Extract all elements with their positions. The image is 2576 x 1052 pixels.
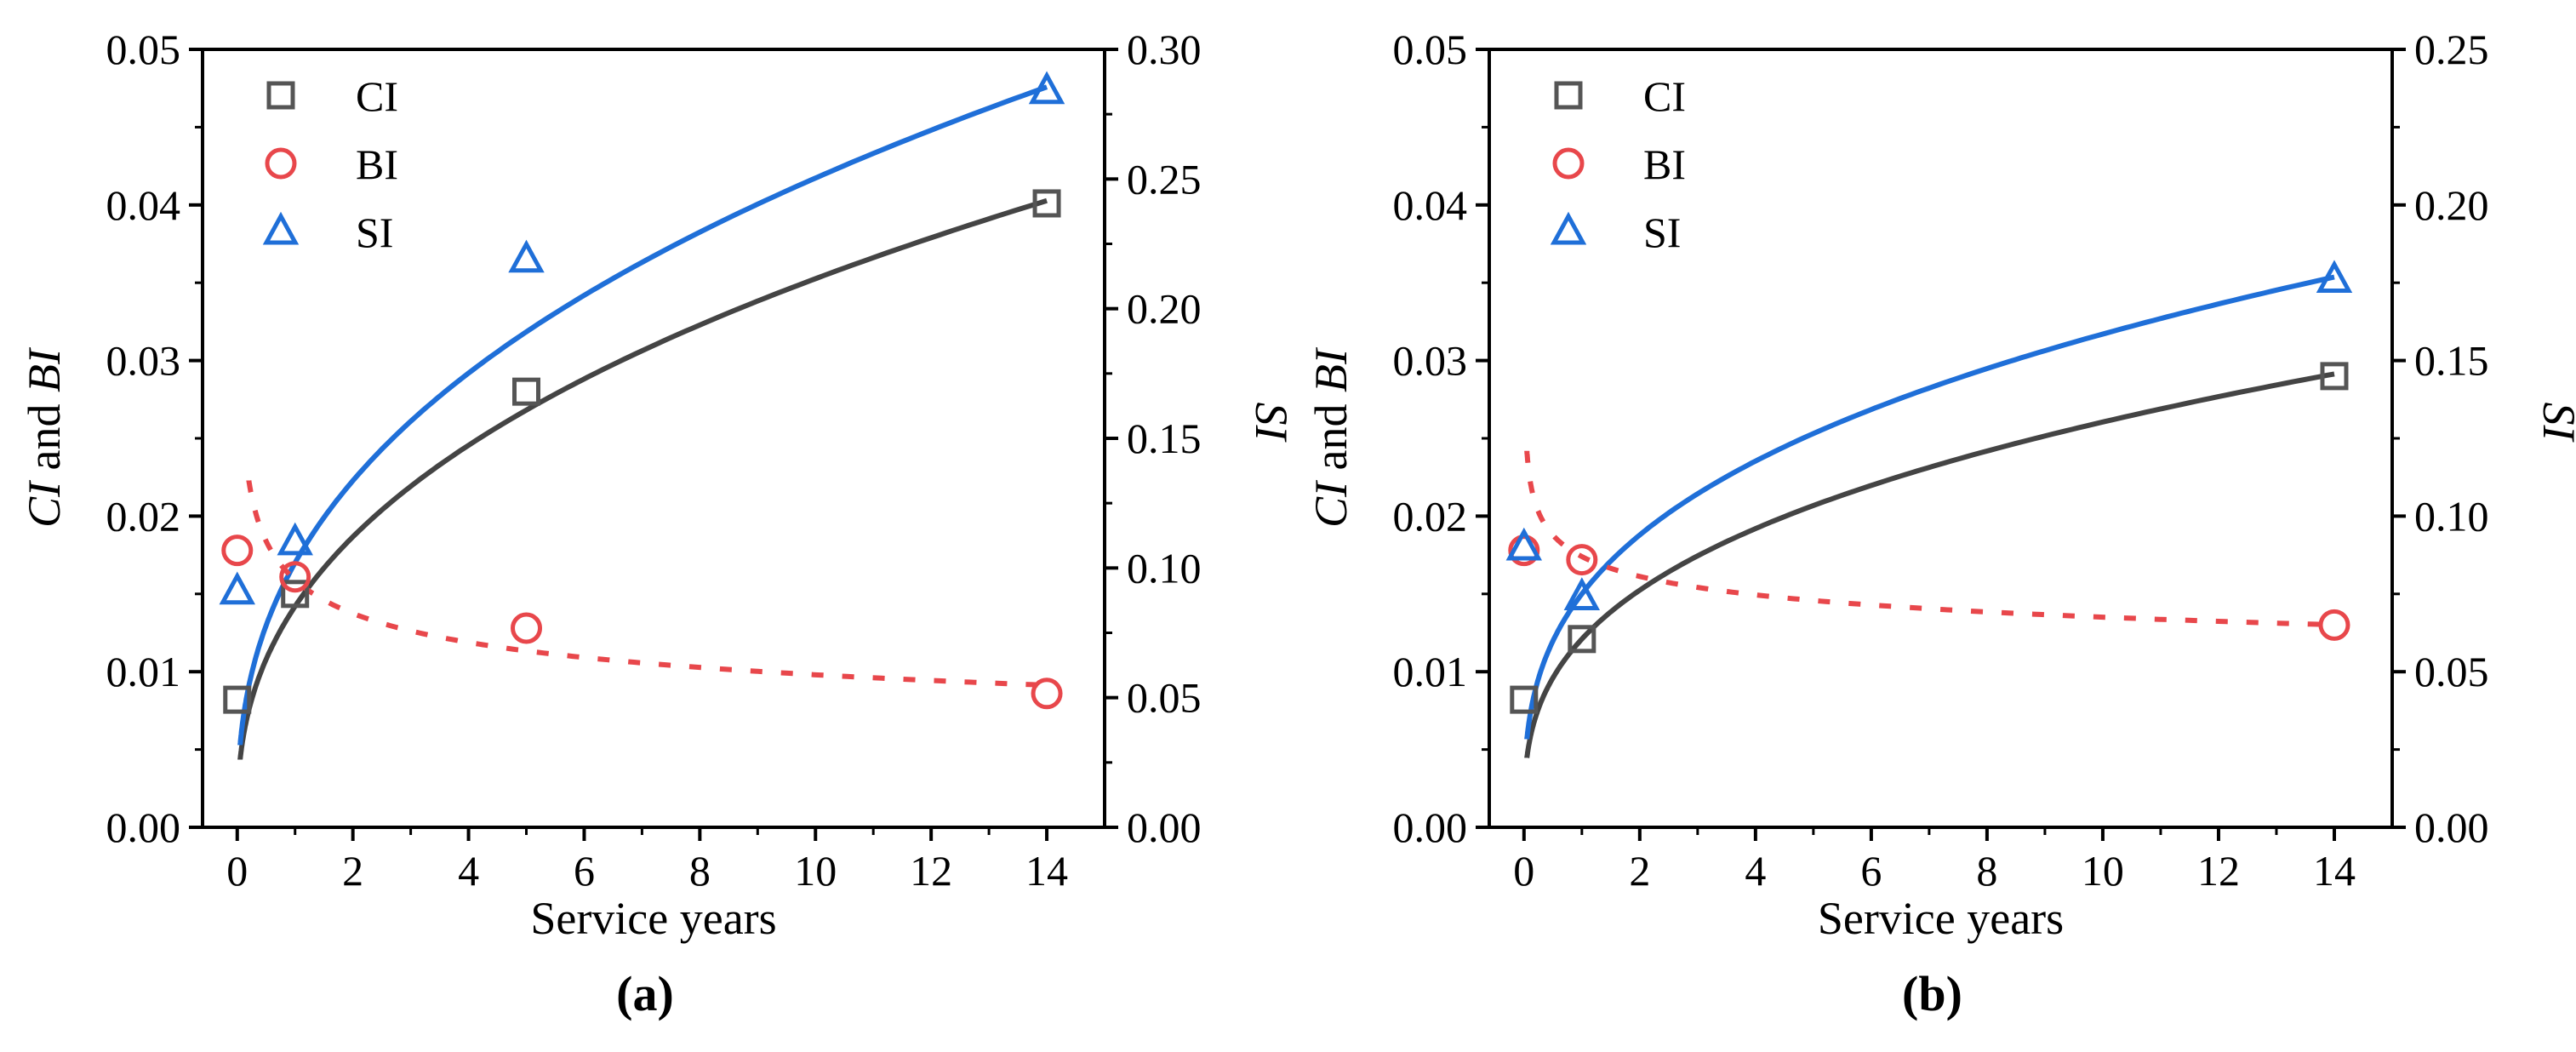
x-tick-label: 10 <box>2082 847 2124 895</box>
x-tick-label: 2 <box>1629 847 1650 895</box>
y-right-axis-title: SI <box>1246 403 1297 443</box>
y-right-tick-label: 0.20 <box>2414 181 2489 229</box>
legend-label-bi: BI <box>1643 140 1686 188</box>
legend-label-si: SI <box>356 209 393 256</box>
data-point-si <box>1563 577 1601 610</box>
y-left-tick-label: 0.00 <box>1393 803 1468 851</box>
y-left-title-ci: CI <box>19 479 70 528</box>
x-tick-label: 6 <box>574 847 595 895</box>
panel-label: (a) <box>616 966 674 1021</box>
x-tick-label: 10 <box>794 847 837 895</box>
data-point-si <box>1028 71 1065 105</box>
x-tick-label: 2 <box>342 847 363 895</box>
fit-curve-bi <box>1524 450 2335 628</box>
data-point-bi <box>1508 535 1540 567</box>
x-tick-label: 4 <box>458 847 479 895</box>
x-tick-label: 0 <box>226 847 248 895</box>
fit-curve-si <box>1524 274 2335 740</box>
y-left-title-and: and <box>1305 392 1357 482</box>
legend-marker-ci <box>1554 81 1583 110</box>
data-point-ci <box>1568 625 1596 654</box>
data-point-ci <box>281 580 310 609</box>
legend-marker-si <box>262 211 300 245</box>
legend-marker-ci <box>266 81 295 110</box>
y-left-title-ci: CI <box>1305 479 1357 528</box>
data-point-si <box>277 522 313 556</box>
fit-curve-bi <box>246 480 1048 688</box>
x-tick-label: 14 <box>1025 847 1068 895</box>
legend-label-si: SI <box>1643 209 1681 256</box>
panel-a: 0 2 4 6 8 10 12 14 0.00 0.01 0.02 0.03 0.04 0.05 0.00 0… <box>19 26 1297 1021</box>
data-point-ci <box>1510 685 1539 714</box>
y-right-tick-label: 0.10 <box>2414 492 2489 540</box>
plot-frame <box>1488 48 2394 829</box>
y-right-tick-label: 0.30 <box>1127 26 1202 73</box>
fit-curve-si <box>237 84 1048 746</box>
x-tick-label: 12 <box>910 847 952 895</box>
fit-curve-ci <box>237 197 1048 760</box>
legend-marker-bi <box>1552 147 1585 180</box>
y-left-tick-label: 0.05 <box>1393 26 1468 73</box>
y-right-axis-title: SI <box>2533 403 2576 443</box>
y-left-tick-label: 0.03 <box>1393 337 1468 385</box>
legend-marker-si <box>1550 211 1587 245</box>
y-right-tick-label: 0.10 <box>1127 544 1202 592</box>
x-tick-label: 14 <box>2313 847 2356 895</box>
y-right-tick-label: 0.05 <box>1127 674 1202 722</box>
y-right-tick-label: 0.15 <box>1127 415 1202 462</box>
data-point-bi <box>1566 544 1598 576</box>
x-tick-label: 12 <box>2197 847 2240 895</box>
y-left-axis-title: CI and BI <box>1305 346 1357 528</box>
y-left-tick-label: 0.05 <box>106 26 181 73</box>
y-left-title-bi: BI <box>1305 346 1357 392</box>
x-tick-label: 6 <box>1860 847 1882 895</box>
y-right-tick-label: 0.25 <box>1127 155 1202 203</box>
data-point-bi <box>1031 678 1063 710</box>
data-point-ci <box>223 685 252 714</box>
y-left-tick-label: 0.02 <box>106 492 181 540</box>
y-right-tick-label: 0.00 <box>2414 803 2489 851</box>
data-point-si <box>219 571 255 605</box>
fit-curve-ci <box>1524 371 2335 758</box>
y-left-tick-label: 0.01 <box>106 648 181 695</box>
legend-label-bi: BI <box>356 140 398 188</box>
x-tick-label: 8 <box>1976 847 1997 895</box>
y-right-tick-label: 0.20 <box>1127 285 1202 333</box>
data-point-ci <box>512 377 541 406</box>
y-left-title-and: and <box>19 392 70 482</box>
x-axis-title: Service years <box>1818 893 2064 944</box>
data-point-ci <box>1032 189 1061 218</box>
x-tick-label: 0 <box>1513 847 1534 895</box>
y-left-tick-label: 0.04 <box>1393 181 1468 229</box>
legend-marker-bi <box>265 147 297 180</box>
y-right-tick-label: 0.05 <box>2414 648 2489 695</box>
y-left-tick-label: 0.02 <box>1393 492 1468 540</box>
y-left-title-bi: BI <box>19 346 70 392</box>
data-point-bi <box>221 535 254 567</box>
panel-label: (b) <box>1902 966 1962 1021</box>
data-point-ci <box>2320 362 2349 391</box>
y-left-tick-label: 0.01 <box>1393 648 1468 695</box>
data-point-bi <box>279 561 311 593</box>
legend-label-ci: CI <box>1643 72 1686 120</box>
x-tick-label: 4 <box>1745 847 1766 895</box>
x-tick-label: 8 <box>689 847 711 895</box>
y-right-tick-label: 0.00 <box>1127 803 1202 851</box>
y-left-tick-label: 0.00 <box>106 803 181 851</box>
y-right-tick-label: 0.25 <box>2414 26 2489 73</box>
x-axis-title: Service years <box>530 893 776 944</box>
y-right-tick-label: 0.15 <box>2414 337 2489 385</box>
data-point-bi <box>511 612 543 644</box>
data-point-bi <box>2318 609 2350 641</box>
plot-frame <box>201 48 1106 829</box>
y-left-tick-label: 0.04 <box>106 181 181 229</box>
data-point-si <box>2316 260 2353 294</box>
y-left-axis-title: CI and BI <box>19 346 70 528</box>
data-point-si <box>508 239 545 273</box>
y-left-tick-label: 0.03 <box>106 337 181 385</box>
legend-label-ci: CI <box>356 72 398 120</box>
data-point-si <box>1505 527 1543 561</box>
panel-b: 0 2 4 6 8 10 12 14 0.00 0.01 0.02 0.03 0.04 0.05 0.00 0… <box>1305 26 2576 1021</box>
